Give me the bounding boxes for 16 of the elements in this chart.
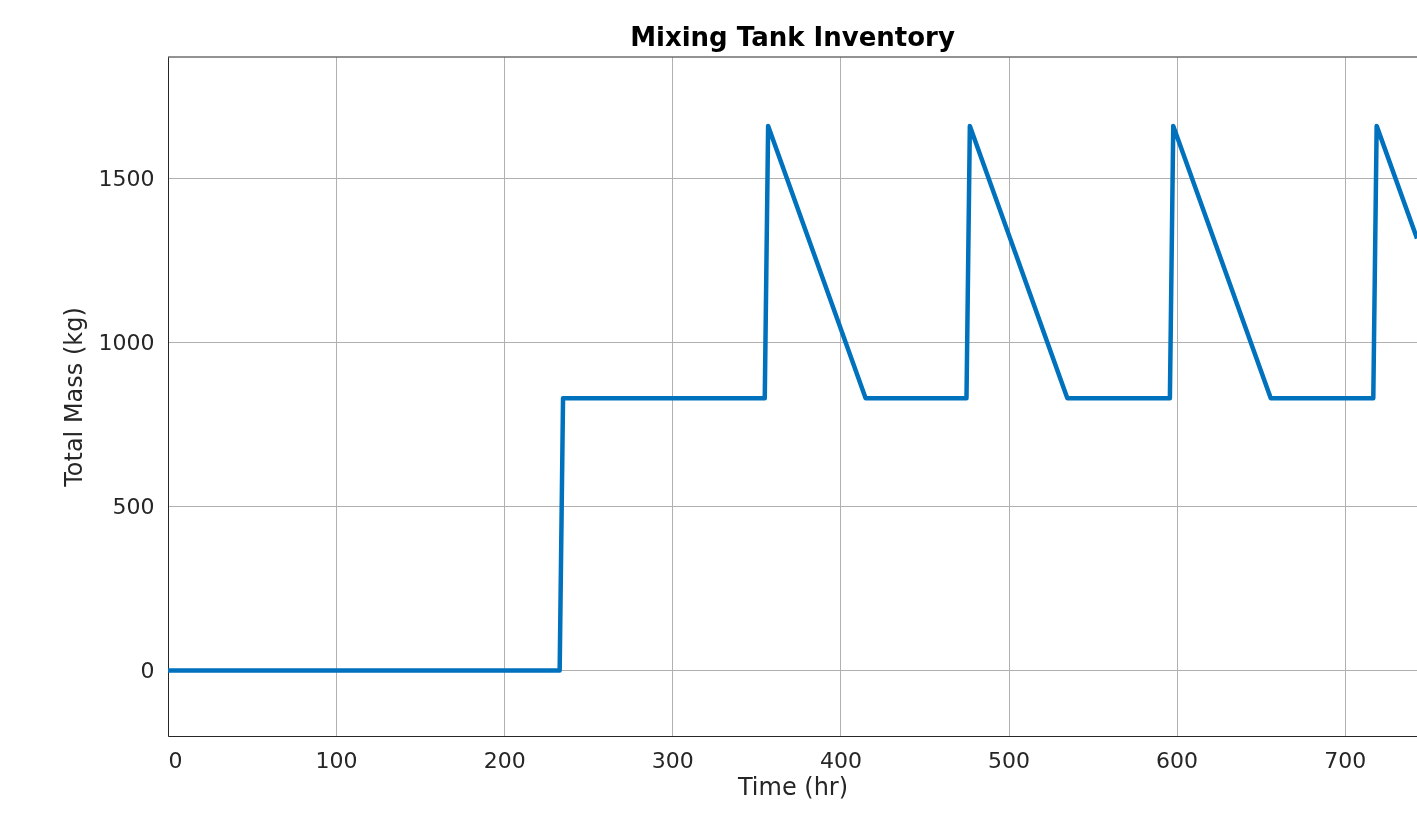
y-tick-label: 1500 xyxy=(98,165,155,191)
x-tick-label: 700 xyxy=(1324,747,1367,773)
x-axis-title: Time (hr) xyxy=(736,772,849,801)
x-tick-label: 200 xyxy=(483,747,526,773)
x-tick-label: 600 xyxy=(1156,747,1199,773)
y-tick-label: 0 xyxy=(140,657,155,683)
y-tick-label: 1000 xyxy=(98,329,155,355)
line-series xyxy=(168,123,1417,673)
y-axis-title: Total Mass (kg) xyxy=(59,307,88,488)
x-tick-label: 0 xyxy=(168,747,183,773)
x-tick-label: 400 xyxy=(819,747,862,773)
x-tick-label: 500 xyxy=(988,747,1031,773)
chart-title: Mixing Tank Inventory xyxy=(630,21,955,52)
x-tick-label: 100 xyxy=(315,747,358,773)
x-tick-label: 300 xyxy=(651,747,694,773)
y-tick-label: 500 xyxy=(112,493,155,519)
